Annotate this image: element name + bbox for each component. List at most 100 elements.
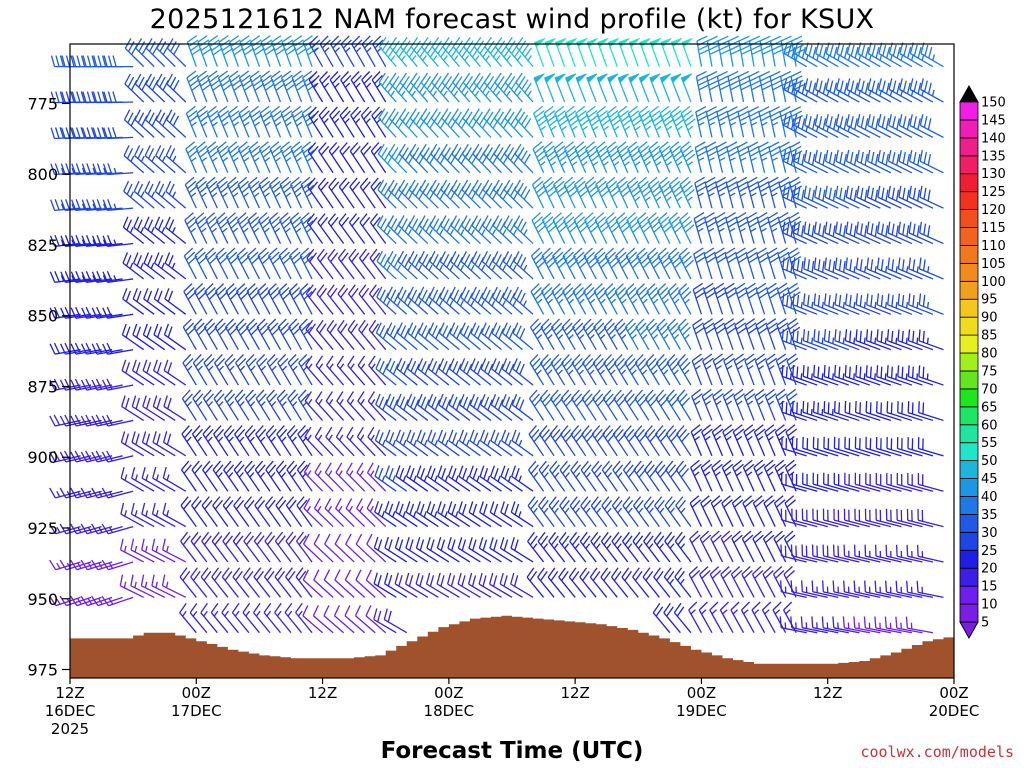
wind-barb xyxy=(804,78,829,103)
wind-barb xyxy=(632,496,650,527)
wind-barb xyxy=(480,322,502,351)
wind-barb xyxy=(449,286,471,315)
wind-barb xyxy=(360,106,376,138)
wind-barb xyxy=(643,460,660,492)
colorbar-swatch xyxy=(959,119,979,139)
wind-barb xyxy=(695,106,709,138)
wind-barb xyxy=(511,429,534,457)
wind-barb xyxy=(223,460,239,492)
wind-barb xyxy=(812,472,839,492)
colorbar-swatch xyxy=(959,352,979,372)
colorbar-swatch xyxy=(959,567,979,587)
wind-barb xyxy=(248,105,263,138)
wind-barb xyxy=(876,329,902,351)
wind-barb xyxy=(730,601,745,634)
wind-barb xyxy=(664,496,681,527)
wind-barb xyxy=(459,322,481,351)
wind-barb xyxy=(666,318,681,351)
wind-barb xyxy=(231,602,250,634)
wind-barb xyxy=(757,176,771,209)
wind-barb xyxy=(204,247,219,280)
wind-barb xyxy=(101,414,134,427)
wind-barb xyxy=(792,293,818,315)
colorbar-label: 105 xyxy=(981,257,1006,272)
wind-barb xyxy=(919,185,944,209)
wind-barb xyxy=(266,354,282,386)
colorbar-label: 115 xyxy=(981,221,1006,236)
wind-barb xyxy=(665,460,681,492)
wind-barb xyxy=(727,35,742,67)
wind-barb xyxy=(349,177,366,209)
wind-barb xyxy=(655,389,671,421)
wind-barb xyxy=(458,429,481,457)
wind-barb xyxy=(843,580,870,598)
wind-barb xyxy=(727,70,742,103)
wind-barb xyxy=(917,437,944,457)
wind-barb xyxy=(663,602,681,634)
wind-barb xyxy=(638,105,654,138)
wind-barb xyxy=(734,318,748,350)
wind-barb xyxy=(49,378,81,391)
wind-barb xyxy=(591,425,608,457)
wind-barb xyxy=(802,472,828,492)
x-tick-label: 20DEC xyxy=(929,702,980,720)
wind-barb xyxy=(897,221,923,245)
wind-barb xyxy=(142,359,166,386)
wind-barb xyxy=(917,508,944,528)
wind-barb xyxy=(308,71,324,103)
wind-barb xyxy=(677,283,692,315)
wind-barb xyxy=(628,73,640,103)
wind-barb xyxy=(190,531,208,563)
wind-barb xyxy=(91,487,123,499)
wind-barb xyxy=(644,425,660,457)
wind-barb xyxy=(501,393,523,421)
wind-barb xyxy=(80,450,113,463)
wind-barb xyxy=(163,395,187,421)
wind-barb xyxy=(461,215,481,245)
wind-barb xyxy=(481,286,502,315)
wind-barb xyxy=(359,177,376,209)
wind-barb xyxy=(875,436,902,457)
wind-barb xyxy=(327,213,345,244)
wind-barb xyxy=(383,572,408,598)
wind-barb xyxy=(448,429,471,457)
wind-barb xyxy=(162,431,187,457)
wind-barb xyxy=(549,425,566,457)
y-tick-label: 825 xyxy=(27,236,58,255)
wind-barb xyxy=(436,572,460,598)
wind-barb xyxy=(447,537,471,563)
wind-barb xyxy=(918,365,944,386)
wind-barb xyxy=(681,38,693,67)
wind-barb xyxy=(702,353,714,386)
wind-barb xyxy=(823,365,849,386)
wind-barb xyxy=(676,354,692,386)
wind-barb xyxy=(166,38,187,68)
wind-barb xyxy=(324,462,345,492)
wind-barb xyxy=(446,572,471,598)
wind-barb xyxy=(844,329,871,351)
wind-barb xyxy=(562,247,579,280)
wind-barb xyxy=(527,460,545,492)
wind-barb xyxy=(386,286,408,315)
wind-barb xyxy=(743,424,755,457)
wind-barb xyxy=(426,501,450,528)
wind-barb xyxy=(918,329,944,351)
wind-barb xyxy=(298,354,313,386)
wind-barb xyxy=(439,286,460,315)
wind-barb xyxy=(622,496,639,527)
wind-barb xyxy=(908,221,934,245)
wind-barb xyxy=(396,322,418,351)
x-tick-label: 12Z xyxy=(55,684,84,702)
colorbar-label: 125 xyxy=(981,185,1006,200)
wind-barb xyxy=(594,212,611,244)
wind-barb xyxy=(764,388,777,421)
wind-barb xyxy=(532,105,549,138)
wind-barb xyxy=(856,114,881,138)
wind-barb xyxy=(846,114,871,138)
wind-barb xyxy=(668,212,684,244)
wind-barb xyxy=(558,531,576,563)
wind-barb xyxy=(711,459,724,492)
wind-barb xyxy=(751,566,766,598)
wind-barb xyxy=(140,574,166,598)
wind-barb xyxy=(278,247,293,280)
